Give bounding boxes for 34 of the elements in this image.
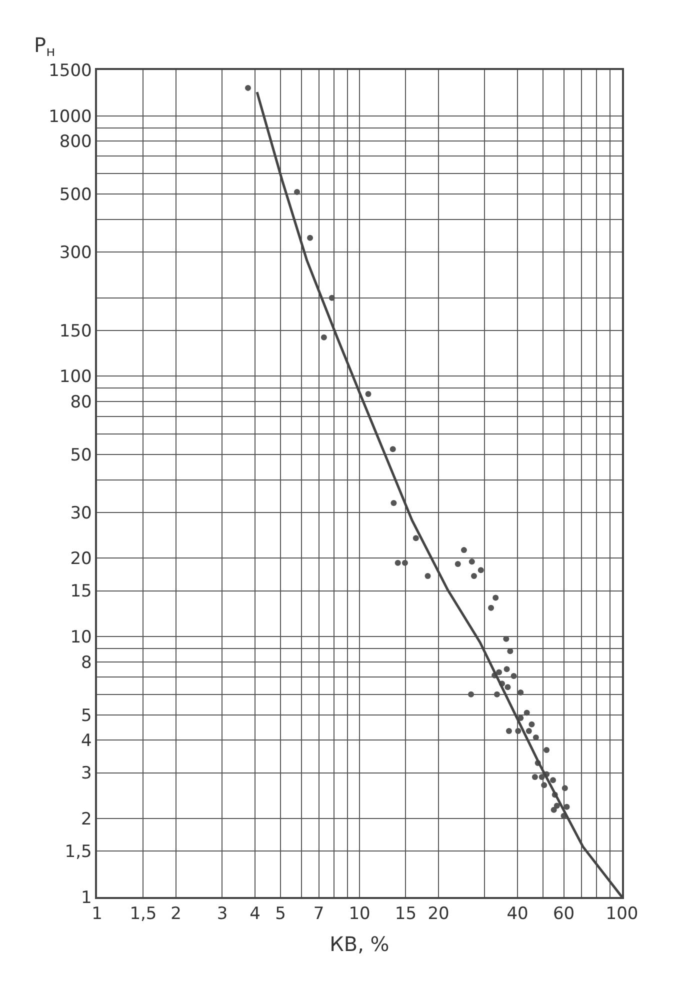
y-tick-label: 1000	[48, 106, 92, 127]
y-tick-label: 2	[81, 810, 92, 830]
x-tick-label: 15	[394, 904, 417, 924]
y-tick-label: 3	[81, 764, 92, 784]
x-tick-label: 40	[506, 904, 528, 924]
y-tick-label: 8	[81, 652, 92, 673]
y-axis-title: Р$_{н}$	[34, 33, 56, 60]
y-tick-label: 30	[70, 503, 92, 524]
x-tick-label: 100	[606, 904, 638, 924]
y-tick-label: 15	[70, 582, 92, 602]
y-tick-label: 10	[70, 628, 92, 648]
y-tick-label: 1,5	[64, 842, 92, 862]
y-tick-label: 4	[81, 731, 92, 752]
y-tick-label: 500	[59, 185, 92, 206]
x-axis-title: КВ, %	[330, 932, 390, 956]
x-tick-label: 20	[428, 904, 450, 924]
y-tick-label: 300	[59, 242, 92, 263]
x-tick-label: 60	[552, 904, 575, 924]
y-tick-label: 50	[70, 446, 92, 466]
x-tick-label: 10	[348, 904, 370, 924]
x-tick-label: 7	[313, 904, 324, 924]
y-tick-label: 1500	[48, 60, 92, 81]
y-tick-label: 100	[59, 367, 92, 388]
y-tick-label: 1	[81, 888, 92, 908]
x-tick-label: 3	[216, 904, 228, 924]
x-tick-label: 1,5	[130, 904, 157, 924]
y-tick-label: 20	[70, 549, 92, 570]
y-tick-label: 150	[59, 321, 92, 342]
y-tick-label: 80	[70, 392, 92, 412]
y-tick-label: 5	[81, 706, 92, 726]
y-tick-label: 800	[59, 132, 92, 152]
x-tick-label: 5	[275, 904, 286, 924]
x-tick-label: 2	[170, 904, 182, 924]
x-tick-label: 4	[250, 904, 260, 924]
